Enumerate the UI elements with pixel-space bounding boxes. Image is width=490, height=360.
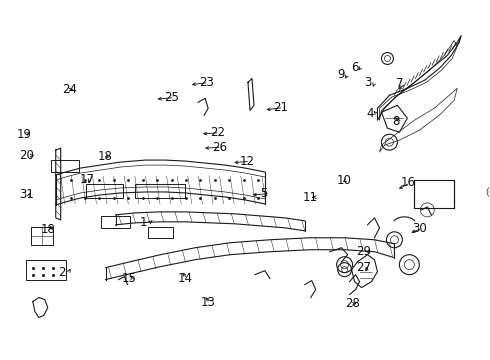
Bar	[135, 184, 185, 198]
Text: 25: 25	[165, 91, 179, 104]
Bar	[100, 216, 130, 228]
Bar	[86, 184, 123, 198]
Text: 31: 31	[20, 188, 34, 201]
Text: 6: 6	[351, 60, 359, 73]
Text: 27: 27	[356, 261, 371, 274]
Text: 22: 22	[210, 126, 225, 139]
Text: 5: 5	[260, 187, 267, 200]
Text: 17: 17	[80, 173, 95, 186]
Text: 29: 29	[356, 245, 371, 258]
Bar	[148, 227, 173, 238]
Text: 3: 3	[365, 76, 372, 89]
Text: 7: 7	[396, 77, 404, 90]
Bar	[51, 160, 78, 172]
Text: 21: 21	[273, 101, 288, 114]
Bar	[415, 180, 454, 208]
Text: 28: 28	[345, 297, 360, 310]
Text: 12: 12	[240, 155, 255, 168]
Text: 19: 19	[17, 127, 31, 141]
Bar	[31, 227, 53, 245]
Text: 4: 4	[366, 107, 373, 120]
Text: 2: 2	[58, 266, 66, 279]
Text: 26: 26	[212, 140, 227, 153]
Text: 14: 14	[178, 272, 193, 285]
Text: 9: 9	[338, 68, 345, 81]
Text: 24: 24	[62, 83, 77, 96]
Text: 18: 18	[41, 223, 56, 236]
Text: 11: 11	[303, 191, 318, 204]
Text: 18: 18	[98, 150, 113, 163]
Bar	[26, 260, 66, 280]
Text: 8: 8	[392, 116, 400, 129]
Text: 15: 15	[122, 272, 137, 285]
Text: 13: 13	[201, 296, 216, 309]
Text: 30: 30	[412, 222, 427, 235]
Text: 10: 10	[337, 174, 352, 186]
Text: 1: 1	[140, 216, 147, 229]
Text: 23: 23	[198, 76, 214, 89]
Text: 16: 16	[400, 176, 415, 189]
Text: 20: 20	[20, 149, 34, 162]
